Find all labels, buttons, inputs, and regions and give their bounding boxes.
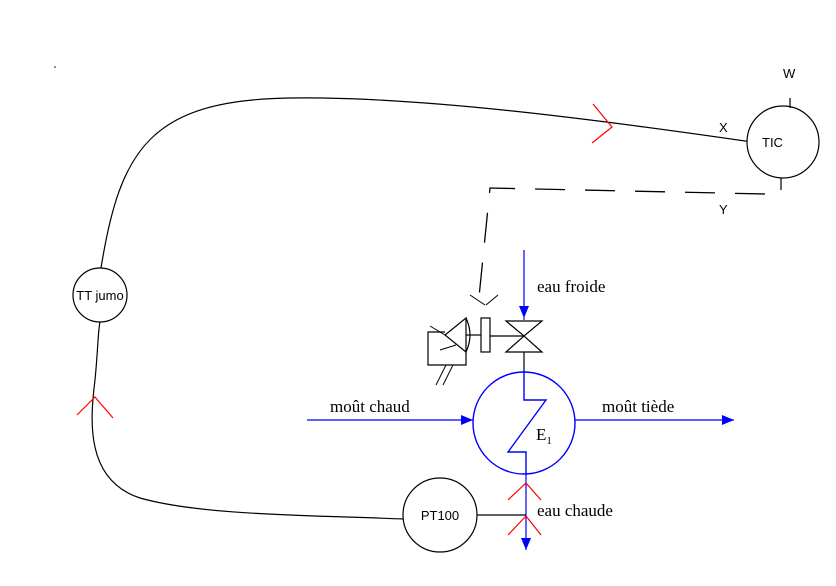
sensor-arrow-up-icon	[507, 482, 542, 501]
positioner-lead	[429, 325, 446, 336]
signal-arrow-up-icon	[76, 396, 114, 419]
signal-w-label: W	[783, 66, 796, 81]
tt-jumo-circle	[72, 267, 128, 323]
warm-wort-label: moût tiède	[602, 397, 674, 416]
positioner-lead-2	[439, 344, 457, 351]
signal-y-label: Y	[719, 202, 728, 217]
sensor-arrow-down-icon	[507, 515, 542, 536]
signal-line-y	[477, 187, 766, 308]
cold-water-label: eau froide	[537, 277, 605, 296]
stray-dot	[54, 66, 56, 68]
exchanger-coil	[506, 372, 548, 474]
hot-water-label: eau chaude	[537, 501, 613, 520]
hot-water-arrow-icon	[521, 538, 531, 550]
actuator-lead	[469, 294, 486, 306]
hot-wort-arrow-icon	[461, 415, 473, 425]
actuator-box-icon	[480, 317, 491, 353]
air-supply-hatch-1	[435, 364, 447, 386]
valve-lower-icon	[504, 335, 544, 353]
actuator-lead-2	[485, 294, 499, 306]
pt100-label: PT100	[421, 508, 459, 523]
exchanger-label: E1	[536, 425, 552, 447]
cold-water-arrow-icon	[519, 306, 529, 318]
signal-arrow-icon	[591, 103, 613, 144]
signal-line-x	[100, 97, 753, 269]
tt-jumo-label: TT jumo	[76, 288, 123, 303]
signal-x-label: X	[719, 120, 728, 135]
air-supply-line	[427, 331, 467, 366]
signal-line-pt100	[91, 321, 405, 520]
air-supply-hatch-2	[442, 364, 454, 386]
warm-wort-arrow-icon	[722, 415, 734, 425]
hot-wort-label: moût chaud	[330, 397, 410, 416]
valve-upper-icon	[504, 320, 544, 337]
tic-label: TIC	[762, 135, 783, 150]
positioner-icon	[444, 316, 467, 354]
tic-circle	[746, 105, 820, 179]
pt100-circle	[402, 477, 478, 553]
